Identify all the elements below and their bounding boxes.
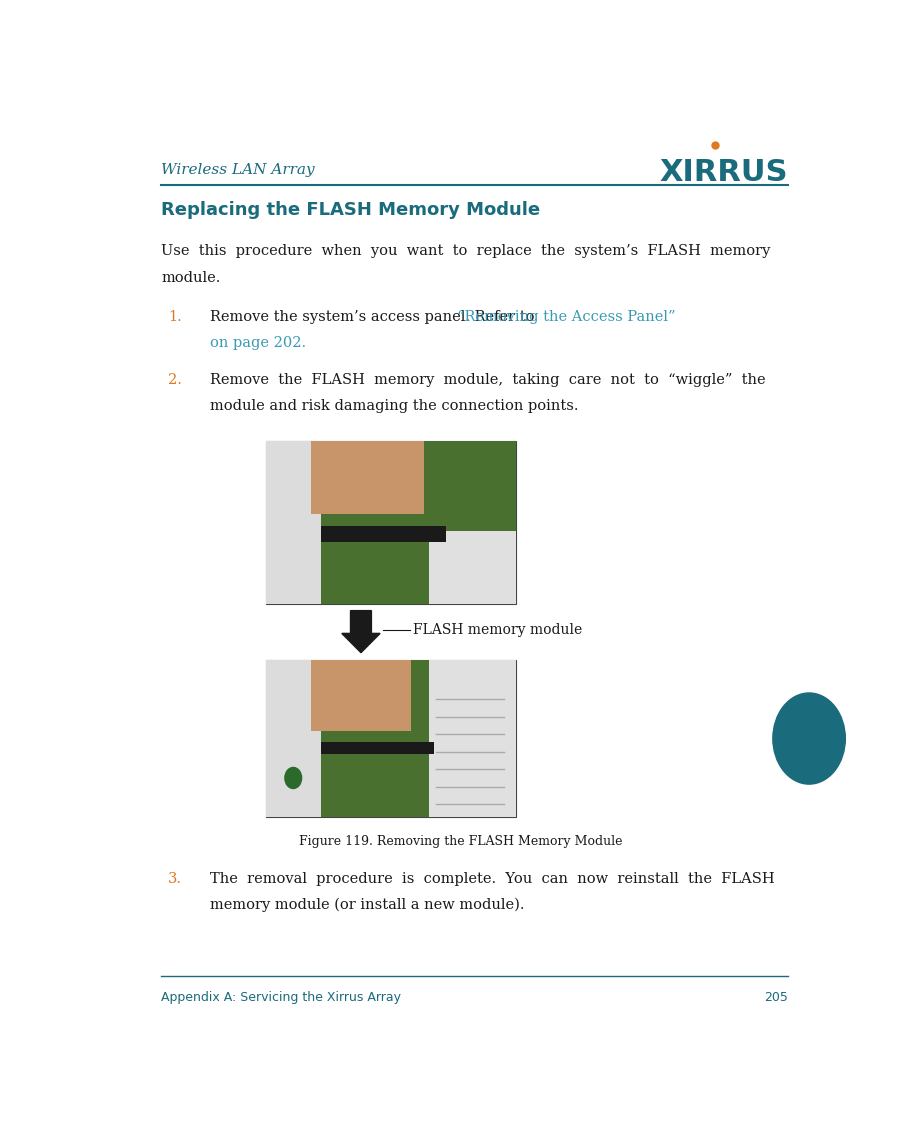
Text: FLASH memory module: FLASH memory module	[414, 622, 583, 637]
Text: “Removing the Access Panel”: “Removing the Access Panel”	[458, 310, 676, 324]
Text: on page 202.: on page 202.	[210, 337, 306, 351]
Bar	[311, 660, 411, 731]
Bar	[321, 742, 433, 754]
Text: 1.: 1.	[168, 310, 182, 324]
Circle shape	[285, 767, 301, 789]
FancyArrow shape	[342, 611, 380, 653]
Text: Use  this  procedure  when  you  want  to  replace  the  system’s  FLASH  memory: Use this procedure when you want to repl…	[161, 245, 770, 258]
Bar	[311, 442, 423, 514]
Text: The  removal  procedure  is  complete.  You  can  now  reinstall  the  FLASH: The removal procedure is complete. You c…	[210, 872, 775, 885]
Bar	[266, 660, 321, 817]
Text: Remove  the  FLASH  memory  module,  taking  care  not  to  “wiggle”  the: Remove the FLASH memory module, taking c…	[210, 373, 766, 387]
Circle shape	[773, 693, 845, 784]
Text: XIRRUS: XIRRUS	[660, 158, 788, 188]
Text: Figure 119. Removing the FLASH Memory Module: Figure 119. Removing the FLASH Memory Mo…	[299, 835, 622, 848]
Bar	[321, 526, 446, 542]
Text: 3.: 3.	[168, 872, 182, 885]
Text: 205: 205	[764, 991, 788, 1004]
Bar	[429, 530, 516, 603]
Bar	[266, 442, 516, 603]
Text: memory module (or install a new module).: memory module (or install a new module).	[210, 898, 524, 913]
Text: Replacing the FLASH Memory Module: Replacing the FLASH Memory Module	[161, 200, 540, 218]
Text: module.: module.	[161, 271, 220, 284]
Text: module and risk damaging the connection points.: module and risk damaging the connection …	[210, 399, 578, 413]
Text: Remove the system’s access panel. Refer to: Remove the system’s access panel. Refer …	[210, 310, 539, 324]
Bar	[266, 442, 516, 603]
Bar	[266, 660, 516, 817]
Text: 2.: 2.	[168, 373, 182, 387]
Text: Wireless LAN Array: Wireless LAN Array	[161, 163, 315, 176]
Bar	[266, 442, 321, 603]
Bar	[266, 660, 516, 817]
Text: Appendix A: Servicing the Xirrus Array: Appendix A: Servicing the Xirrus Array	[161, 991, 401, 1004]
Bar	[429, 660, 516, 817]
